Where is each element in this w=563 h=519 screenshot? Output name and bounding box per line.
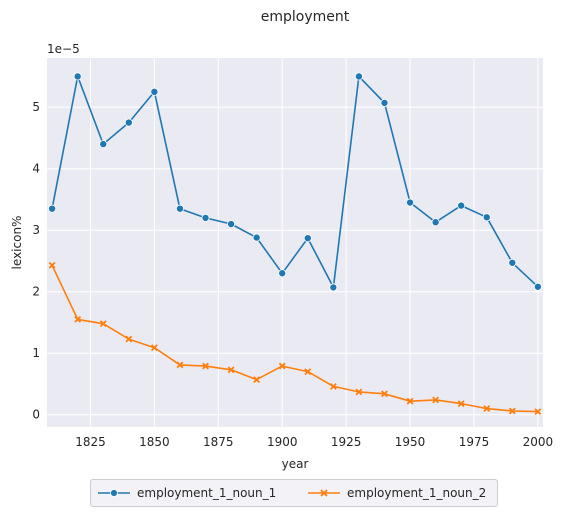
x-tick-label: 1925 <box>331 435 362 449</box>
data-point <box>457 400 465 408</box>
data-point <box>482 213 491 222</box>
legend-item-series-1: employment_1_noun_1 <box>97 480 276 506</box>
data-point <box>48 261 56 269</box>
series-line-2 <box>51 264 538 413</box>
data-point <box>48 204 57 213</box>
y-axis-label: lexicon% <box>10 216 24 270</box>
y-offset-label: 1e−5 <box>47 42 80 56</box>
data-point <box>124 118 133 127</box>
data-point <box>406 397 414 405</box>
data-point <box>431 218 440 227</box>
x-tick-label: 2000 <box>523 435 554 449</box>
data-point <box>74 315 82 323</box>
data-point <box>533 282 542 291</box>
x-tick-label: 1850 <box>139 435 170 449</box>
chart-title: employment <box>261 9 350 25</box>
data-point <box>125 335 133 343</box>
plot-area <box>47 58 543 427</box>
data-point <box>406 198 415 207</box>
data-point <box>354 72 363 81</box>
legend: employment_1_noun_1 employment_1_noun_2 <box>90 479 498 507</box>
legend-label-series-2: employment_1_noun_2 <box>347 486 487 500</box>
y-tick-label: 1 <box>32 346 40 360</box>
data-point <box>508 407 516 415</box>
legend-swatch-x-icon <box>308 489 340 497</box>
data-point <box>201 213 210 222</box>
data-point <box>278 269 287 278</box>
x-tick-label: 1825 <box>75 435 106 449</box>
data-point <box>175 204 184 213</box>
data-point <box>99 320 107 328</box>
data-point <box>534 408 542 416</box>
data-point <box>303 234 312 243</box>
y-tick-label: 0 <box>32 408 40 422</box>
data-point <box>508 258 517 267</box>
data-point <box>381 390 388 398</box>
data-point <box>227 366 235 374</box>
legend-label-series-1: employment_1_noun_1 <box>137 486 277 500</box>
data-point <box>150 344 158 352</box>
data-point <box>278 362 286 370</box>
y-tick-label: 3 <box>32 223 40 237</box>
data-point <box>355 388 363 396</box>
x-axis-label: year <box>282 457 309 471</box>
y-tick-label: 4 <box>32 162 40 176</box>
data-point <box>252 233 261 242</box>
data-point <box>176 361 184 369</box>
y-tick-label: 5 <box>32 100 40 114</box>
data-point <box>202 362 209 370</box>
data-point <box>329 283 338 292</box>
data-point <box>150 87 159 96</box>
legend-swatch-circle-icon <box>98 489 130 497</box>
legend-item-series-2: employment_1_noun_2 <box>307 480 486 506</box>
data-point <box>483 405 491 412</box>
data-point <box>432 396 440 404</box>
y-tick-label: 2 <box>32 285 40 299</box>
data-point <box>457 201 466 210</box>
x-tick-label: 1975 <box>459 435 490 449</box>
data-point <box>329 382 337 390</box>
data-point <box>304 368 312 376</box>
data-point <box>380 98 389 107</box>
x-tick-label: 1950 <box>395 435 426 449</box>
data-point <box>227 220 236 229</box>
data-point <box>73 72 82 81</box>
data-point <box>99 140 108 149</box>
data-point <box>253 376 261 384</box>
series-line-1 <box>51 75 539 289</box>
x-tick-label: 1875 <box>203 435 234 449</box>
x-tick-label: 1900 <box>267 435 298 449</box>
